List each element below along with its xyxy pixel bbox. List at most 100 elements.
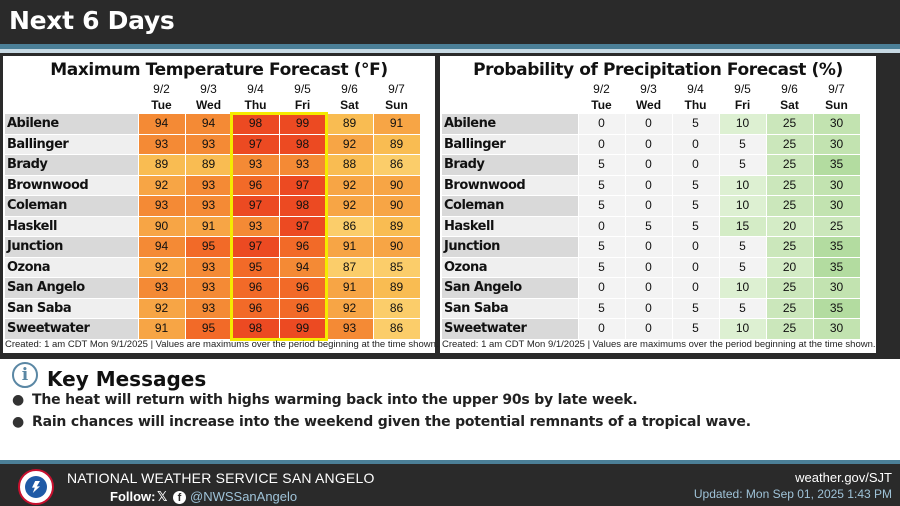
value-cell: 0 <box>625 134 673 155</box>
value-cell: 89 <box>373 277 421 299</box>
value-cell: 30 <box>813 134 861 155</box>
table-row: Ozona 5 0 0 5 20 35 <box>442 257 861 278</box>
city-name: Haskell <box>442 216 579 237</box>
bullet-icon: ● <box>12 414 25 430</box>
table-row: Ballinger 93 93 97 98 92 89 <box>5 134 421 155</box>
value-cell: 0 <box>672 236 720 258</box>
city-name: Ballinger <box>5 134 139 155</box>
city-name: Haskell <box>5 216 139 237</box>
value-cell: 20 <box>766 257 814 278</box>
value-cell: 5 <box>672 298 720 319</box>
value-cell: 0 <box>672 277 720 299</box>
table-row: Brownwood 5 0 5 10 25 30 <box>442 175 861 196</box>
value-cell: 96 <box>232 175 280 196</box>
city-name: Junction <box>5 236 139 258</box>
value-cell: 97 <box>279 175 327 196</box>
value-cell: 0 <box>625 154 673 176</box>
value-cell: 0 <box>672 134 720 155</box>
social-handle[interactable]: @NWSSanAngelo <box>190 489 298 504</box>
table-row: Abilene 0 0 5 10 25 30 <box>442 114 861 135</box>
value-cell: 91 <box>326 277 374 299</box>
date-header: 9/7 <box>373 81 420 97</box>
table-row: Ozona 92 93 95 94 87 85 <box>5 257 421 278</box>
value-cell: 10 <box>719 318 767 340</box>
value-cell: 0 <box>625 318 673 340</box>
day-header: Tue <box>138 97 185 114</box>
value-cell: 0 <box>578 134 626 155</box>
day-header: Fri <box>279 97 326 114</box>
value-cell: 0 <box>625 175 673 196</box>
x-icon[interactable]: 𝕏 <box>157 489 168 504</box>
table-row: San Angelo 0 0 0 10 25 30 <box>442 277 861 299</box>
follow-label: Follow: <box>110 489 156 504</box>
value-cell: 0 <box>625 257 673 278</box>
value-cell: 96 <box>279 298 327 319</box>
bullet-icon: ● <box>12 392 25 408</box>
date-header: 9/5 <box>719 81 766 97</box>
value-cell: 85 <box>373 257 421 278</box>
city-name: Abilene <box>5 114 139 135</box>
value-cell: 93 <box>138 134 186 155</box>
day-header: Sat <box>766 97 813 114</box>
office-name: NATIONAL WEATHER SERVICE SAN ANGELO <box>67 470 375 486</box>
value-cell: 91 <box>373 114 421 135</box>
city-name: Brownwood <box>5 175 139 196</box>
temperature-table: 9/2 9/3 9/4 9/5 9/6 9/7 Tue Wed Thu Fri Sat Sun Abil… <box>5 81 421 340</box>
value-cell: 20 <box>766 216 814 237</box>
value-cell: 10 <box>719 114 767 135</box>
city-name: Coleman <box>5 195 139 217</box>
value-cell: 86 <box>373 298 421 319</box>
table-row: Brady 89 89 93 93 88 86 <box>5 154 421 176</box>
temperature-panel: Maximum Temperature Forecast (°F) 9/2 9/3… <box>3 56 439 353</box>
table-row: San Angelo 93 93 96 96 91 89 <box>5 277 421 299</box>
value-cell: 25 <box>766 236 814 258</box>
table-row: Haskell 0 5 5 15 20 25 <box>442 216 861 237</box>
table-row: San Saba 5 0 5 5 25 35 <box>442 298 861 319</box>
table-row: Sweetwater 0 0 5 10 25 30 <box>442 318 861 340</box>
key-message-text: Rain chances will increase into the week… <box>32 414 751 430</box>
value-cell: 96 <box>232 298 280 319</box>
website-link[interactable]: weather.gov/SJT <box>795 470 892 485</box>
value-cell: 88 <box>326 154 374 176</box>
city-name: Brownwood <box>442 175 579 196</box>
value-cell: 96 <box>232 277 280 299</box>
value-cell: 5 <box>672 114 720 135</box>
value-cell: 97 <box>232 134 280 155</box>
value-cell: 10 <box>719 277 767 299</box>
facebook-icon[interactable]: f <box>173 491 186 504</box>
city-name: San Saba <box>442 298 579 319</box>
value-cell: 5 <box>672 318 720 340</box>
value-cell: 5 <box>578 298 626 319</box>
value-cell: 98 <box>279 134 327 155</box>
table-row: Ballinger 0 0 0 5 25 30 <box>442 134 861 155</box>
day-header: Sun <box>813 97 860 114</box>
value-cell: 92 <box>326 134 374 155</box>
value-cell: 93 <box>185 298 233 319</box>
table-row: Junction 5 0 0 5 25 35 <box>442 236 861 258</box>
value-cell: 95 <box>185 236 233 258</box>
day-header: Wed <box>625 97 672 114</box>
date-header: 9/5 <box>279 81 326 97</box>
table-row: Haskell 90 91 93 97 86 89 <box>5 216 421 237</box>
value-cell: 96 <box>279 277 327 299</box>
value-cell: 0 <box>578 216 626 237</box>
city-name: Abilene <box>442 114 579 135</box>
header-divider-light <box>0 49 900 53</box>
value-cell: 96 <box>279 236 327 258</box>
key-messages-title: Key Messages <box>47 367 207 391</box>
city-name: San Angelo <box>442 277 579 299</box>
value-cell: 10 <box>719 175 767 196</box>
value-cell: 25 <box>766 114 814 135</box>
precipitation-table: 9/2 9/3 9/4 9/5 9/6 9/7 Tue Wed Thu Fri Sat Sun Abil… <box>442 81 861 340</box>
value-cell: 94 <box>138 114 186 135</box>
value-cell: 5 <box>719 154 767 176</box>
value-cell: 5 <box>578 154 626 176</box>
value-cell: 35 <box>813 236 861 258</box>
value-cell: 92 <box>138 257 186 278</box>
city-name: Brady <box>442 154 579 176</box>
value-cell: 98 <box>232 318 280 340</box>
temperature-title: Maximum Temperature Forecast (°F) <box>50 60 388 80</box>
value-cell: 5 <box>719 298 767 319</box>
value-cell: 92 <box>138 175 186 196</box>
value-cell: 98 <box>279 195 327 217</box>
